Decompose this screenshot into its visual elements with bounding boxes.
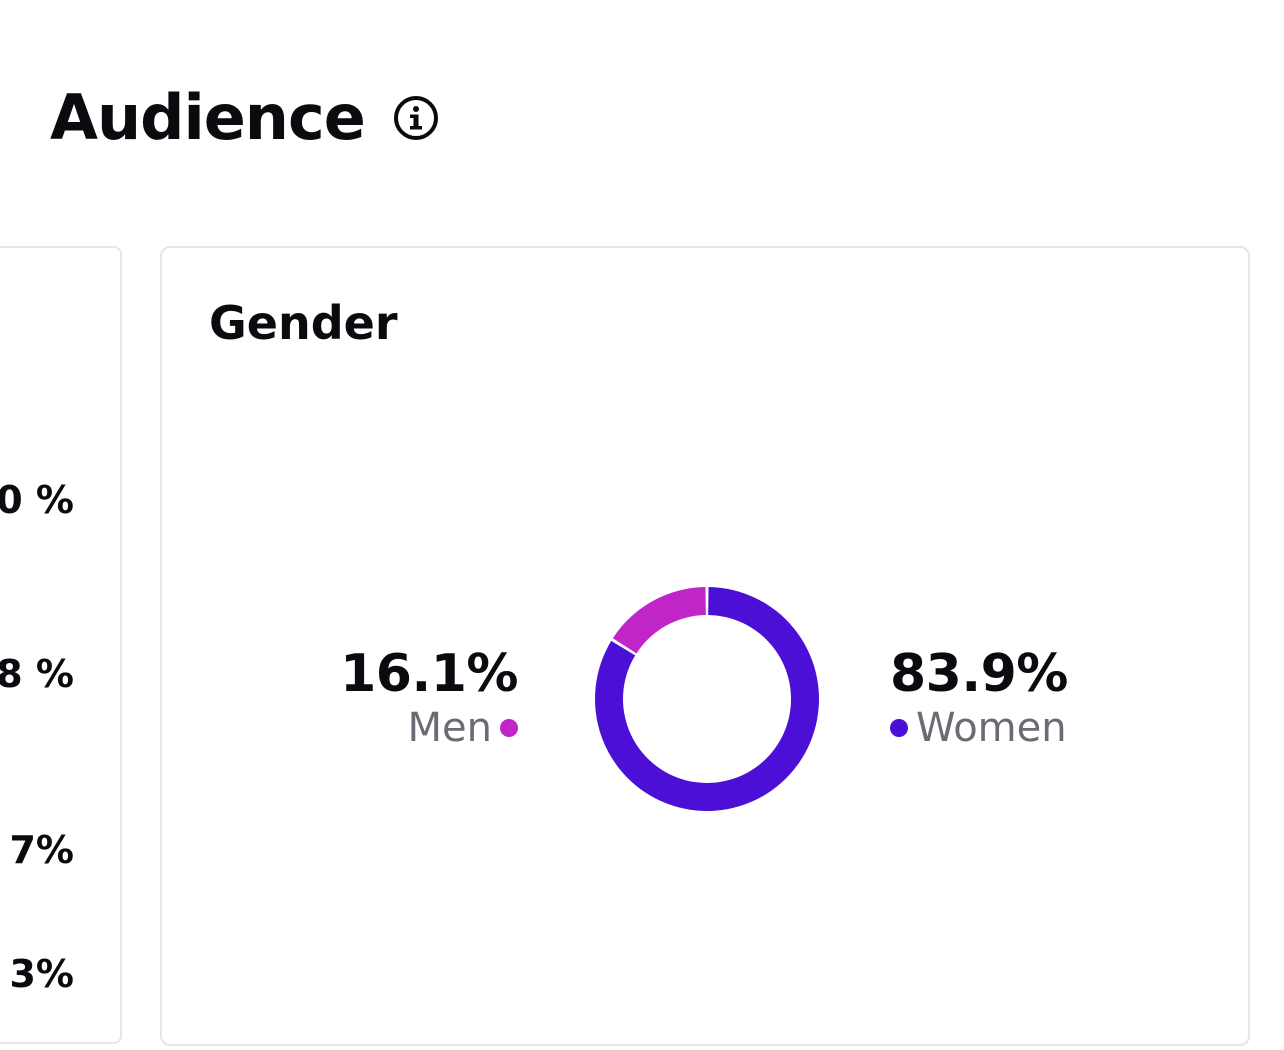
donut-slice-men[interactable] bbox=[612, 587, 706, 654]
men-label: Men bbox=[407, 705, 492, 751]
gender-donut-chart bbox=[595, 587, 819, 811]
women-percent: 83.9% bbox=[890, 644, 1068, 704]
age-value-3-text: 7% bbox=[9, 828, 74, 872]
gender-card-title: Gender bbox=[209, 296, 398, 350]
age-value-1: 39.0 % bbox=[0, 474, 74, 526]
age-value-3: 7% bbox=[9, 824, 74, 876]
info-circle-icon[interactable] bbox=[393, 95, 439, 141]
age-value-1-text: 39.0 % bbox=[0, 478, 74, 522]
men-stat: 16.1% Men bbox=[340, 648, 518, 750]
men-legend: Men bbox=[340, 706, 518, 750]
women-stat: 83.9% Women bbox=[890, 648, 1068, 750]
gender-card: Gender 16.1% Men 83.9% Women bbox=[160, 246, 1250, 1046]
women-legend-dot bbox=[890, 719, 908, 737]
men-legend-dot bbox=[500, 719, 518, 737]
age-value-4-text: 3% bbox=[9, 952, 74, 996]
audience-header: Audience bbox=[50, 78, 439, 158]
women-legend: Women bbox=[890, 706, 1068, 750]
men-percent: 16.1% bbox=[340, 644, 518, 704]
age-value-4: 3% bbox=[9, 948, 74, 1000]
age-value-2-text: 33.8 % bbox=[0, 652, 74, 696]
age-card: 39.0 % 33.8 % 7% 3% bbox=[0, 246, 122, 1044]
women-label: Women bbox=[916, 705, 1067, 751]
page-title: Audience bbox=[50, 81, 366, 154]
age-value-2: 33.8 % bbox=[0, 648, 74, 700]
